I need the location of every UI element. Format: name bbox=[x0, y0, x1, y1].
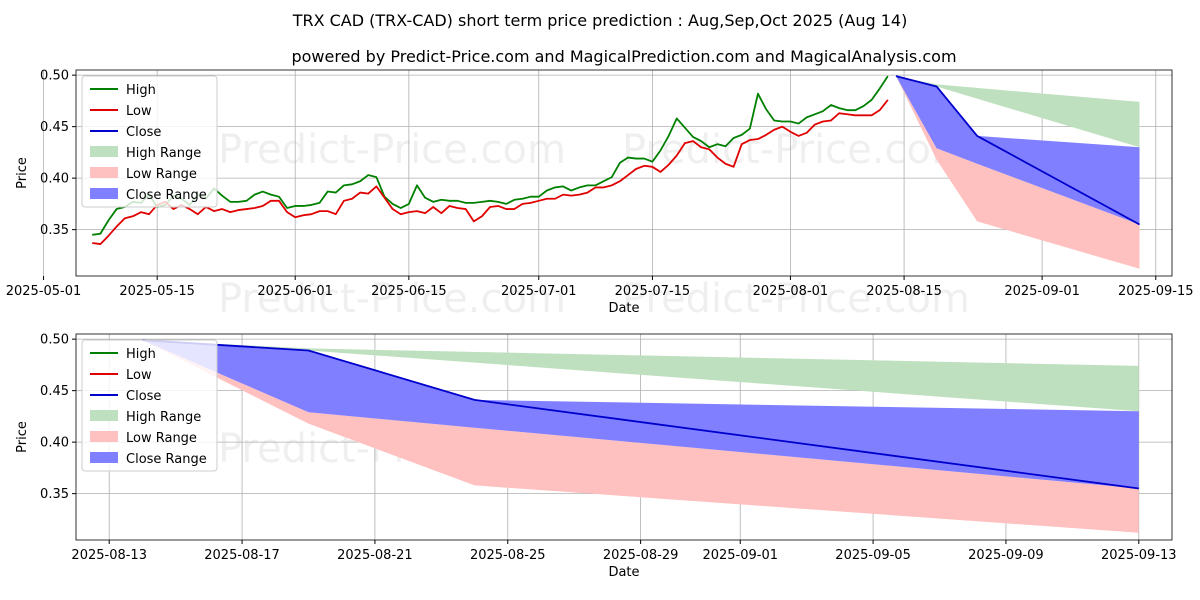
low-range-band bbox=[895, 76, 1140, 269]
high-range-band bbox=[895, 76, 1140, 148]
watermark-text: Predict-Price.com bbox=[622, 276, 970, 322]
x-tick-label: 2025-08-25 bbox=[470, 548, 546, 563]
legend-label: High bbox=[126, 347, 156, 362]
y-tick-label: 0.45 bbox=[40, 384, 69, 399]
legend-label: Low bbox=[126, 104, 152, 119]
y-tick-label: 0.50 bbox=[40, 333, 69, 348]
plot-frame bbox=[75, 333, 1173, 541]
legend-label: Close bbox=[126, 125, 161, 140]
y-axis-label: Price bbox=[15, 421, 30, 453]
x-tick-label: 2025-09-09 bbox=[968, 548, 1044, 563]
legend-swatch-high-range bbox=[90, 410, 118, 421]
watermark-text: Predict-Price.com bbox=[218, 276, 566, 322]
x-tick-label: 2025-08-29 bbox=[603, 548, 679, 563]
legend-label: Low Range bbox=[126, 431, 197, 446]
chart-title: TRX CAD (TRX-CAD) short term price predi… bbox=[292, 11, 908, 30]
low-range-band bbox=[142, 340, 1139, 533]
chart-subtitle: powered by Predict-Price.com and Magical… bbox=[291, 47, 956, 66]
x-tick-label: 2025-09-01 bbox=[702, 548, 778, 563]
y-tick-label: 0.35 bbox=[40, 487, 69, 502]
legend-label: Close bbox=[126, 389, 161, 404]
legend-label: High bbox=[126, 83, 156, 98]
top-panel: Predict-Price.com Predict-Price.com Predic… bbox=[6, 69, 1194, 322]
x-tick-label: 2025-09-05 bbox=[835, 548, 911, 563]
watermark-text: Predict-Price.com bbox=[218, 127, 566, 173]
y-tick-label: 0.40 bbox=[40, 436, 69, 451]
close-range-band bbox=[142, 340, 1139, 489]
x-tick-label: 2025-05-01 bbox=[6, 284, 82, 299]
x-tick-label: 2025-09-13 bbox=[1101, 548, 1177, 563]
y-tick-label: 0.45 bbox=[40, 120, 69, 135]
legend-swatch-close-range bbox=[90, 452, 118, 463]
low-line bbox=[92, 99, 889, 245]
x-tick-label: 2025-06-01 bbox=[257, 284, 333, 299]
x-tick-label: 2025-09-15 bbox=[1118, 284, 1194, 299]
bottom-panel: Predict-Price.comPredict-Price.com2025-0… bbox=[15, 333, 1177, 580]
close-range-band bbox=[895, 76, 1140, 225]
legend-label: Low Range bbox=[126, 167, 197, 182]
x-axis-label: Date bbox=[608, 565, 639, 580]
legend-label: Low bbox=[126, 368, 152, 383]
high-range-band bbox=[142, 340, 1139, 412]
x-tick-label: 2025-07-01 bbox=[501, 284, 577, 299]
x-axis-label: Date bbox=[608, 301, 639, 316]
legend-label: High Range bbox=[126, 410, 201, 425]
close-line bbox=[142, 339, 1139, 490]
x-tick-label: 2025-08-15 bbox=[866, 284, 942, 299]
y-tick-label: 0.40 bbox=[40, 172, 69, 187]
legend-swatch-low-range bbox=[90, 431, 118, 442]
x-tick-label: 2025-05-15 bbox=[119, 284, 195, 299]
plot-frame bbox=[75, 69, 1173, 277]
y-axis-label: Price bbox=[15, 157, 30, 189]
legend-swatch-close-range bbox=[90, 188, 118, 199]
x-tick-label: 2025-06-15 bbox=[371, 284, 447, 299]
x-tick-label: 2025-08-13 bbox=[71, 548, 147, 563]
legend: High Low Close High Range Low Range Close Ran… bbox=[81, 339, 218, 472]
y-tick-label: 0.50 bbox=[40, 69, 69, 84]
high-line bbox=[92, 75, 889, 236]
x-tick-label: 2025-08-21 bbox=[337, 548, 413, 563]
x-tick-label: 2025-08-01 bbox=[753, 284, 829, 299]
legend: High Low Close High Range Low Range Close Ran… bbox=[81, 75, 218, 208]
legend-swatch-high-range bbox=[90, 146, 118, 157]
x-tick-label: 2025-09-01 bbox=[1004, 284, 1080, 299]
x-tick-label: 2025-08-17 bbox=[204, 548, 280, 563]
legend-swatch-low-range bbox=[90, 167, 118, 178]
y-tick-label: 0.35 bbox=[40, 223, 69, 238]
legend-label: High Range bbox=[126, 146, 201, 161]
legend-label: Close Range bbox=[126, 188, 207, 203]
close-line bbox=[895, 75, 1140, 226]
x-tick-label: 2025-07-15 bbox=[615, 284, 691, 299]
legend-label: Close Range bbox=[126, 452, 207, 467]
